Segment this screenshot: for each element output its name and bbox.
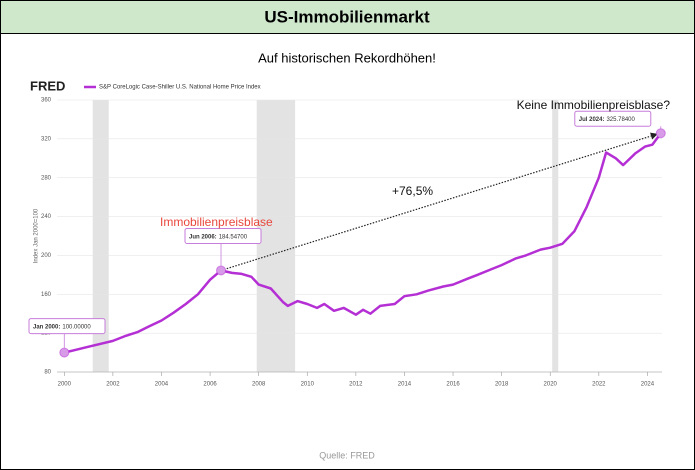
- x-tick-label: 2000: [58, 382, 72, 388]
- tooltip-value: 184.54700: [219, 234, 248, 240]
- y-axis-label: Index Jan 2000=100: [34, 208, 40, 263]
- recession-band: [256, 100, 296, 372]
- tooltip-box: [28, 318, 106, 335]
- highlight-point: [655, 128, 666, 139]
- tooltip-value: 325.78400: [606, 117, 635, 123]
- x-tick-label: 2010: [301, 382, 315, 388]
- annotation: Keine Immobilienpreisblase?: [517, 98, 671, 112]
- x-tick-label: 2014: [398, 382, 412, 388]
- x-tick-label: 2020: [544, 382, 558, 388]
- x-tick-label: 2024: [641, 382, 655, 388]
- y-tick-label: 80: [44, 370, 51, 376]
- highlight-point: [59, 347, 70, 358]
- y-tick-label: 320: [41, 136, 52, 142]
- y-tick-label: 200: [41, 253, 52, 259]
- recession-band: [92, 100, 109, 372]
- recession-band: [552, 100, 559, 372]
- tooltip-box: [574, 110, 652, 127]
- header-band: [0, 0, 695, 34]
- tooltip-date: Jan 2000:: [33, 324, 60, 330]
- tooltip-text: Jun 2006: 184.54700: [189, 234, 248, 240]
- trend-arrow: [220, 132, 658, 272]
- x-tick-label: 2006: [203, 382, 217, 388]
- tooltip-text: Jan 2000: 100.00000: [33, 324, 91, 330]
- x-tick-label: 2002: [106, 382, 120, 388]
- tooltip-date: Jun 2006:: [189, 234, 217, 240]
- annotation: +76,5%: [392, 184, 433, 198]
- highlight-point: [216, 265, 227, 276]
- tooltip-value: 100.00000: [62, 324, 91, 330]
- tooltip-date: Jul 2024:: [579, 117, 605, 123]
- annotation: Immobilienpreisblase: [160, 215, 273, 229]
- y-tick-label: 280: [41, 175, 52, 181]
- series-line: [64, 132, 662, 354]
- y-tick-label: 160: [41, 292, 52, 298]
- x-tick-label: 2022: [592, 382, 606, 388]
- tooltip-box: [184, 227, 262, 244]
- header: US-Immobilienmarkt: [264, 7, 430, 26]
- x-tick-label: 2018: [495, 382, 509, 388]
- y-tick-label: 240: [41, 214, 52, 220]
- chart-title: Auf historischen Rekordhöhen!: [258, 50, 436, 65]
- x-tick-label: 2016: [446, 382, 460, 388]
- legend-label: S&P CoreLogic Case-Shiller U.S. National…: [99, 85, 261, 91]
- x-tick-label: 2004: [155, 382, 169, 388]
- x-tick-label: 2012: [349, 382, 363, 388]
- tooltip-text: Jul 2024: 325.78400: [579, 117, 636, 123]
- source: Quelle: FRED: [319, 450, 375, 460]
- x-tick-label: 2008: [252, 382, 266, 388]
- brand: FRED: [30, 78, 65, 93]
- y-tick-label: 360: [41, 98, 52, 104]
